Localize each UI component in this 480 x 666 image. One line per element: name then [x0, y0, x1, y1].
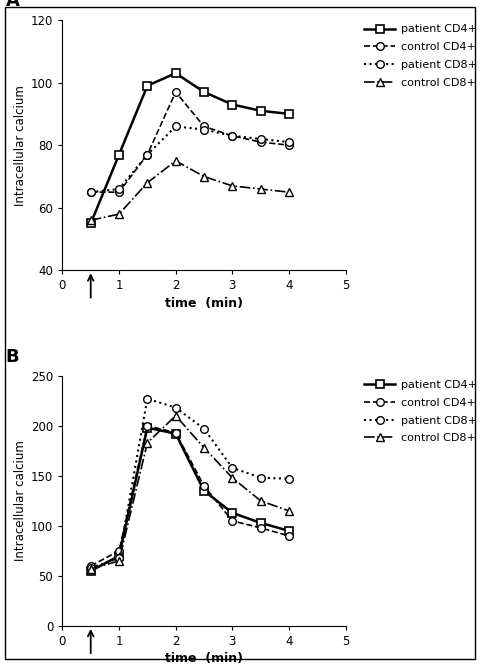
control CD4+ [173, 429, 179, 437]
control CD4+ [258, 138, 264, 146]
patient CD4+ [201, 487, 207, 495]
Line: patient CD4+: patient CD4+ [87, 69, 293, 227]
control CD8+ [201, 172, 207, 180]
control CD4+ [229, 517, 235, 525]
control CD8+ [88, 565, 94, 573]
control CD8+ [286, 188, 292, 196]
control CD8+ [173, 157, 179, 165]
Line: patient CD8+: patient CD8+ [87, 395, 293, 571]
patient CD4+ [258, 107, 264, 115]
control CD8+ [116, 210, 122, 218]
Line: patient CD8+: patient CD8+ [87, 123, 293, 196]
Legend: patient CD4+, control CD4+, patient CD8+, control CD8+: patient CD4+, control CD4+, patient CD8+… [360, 376, 480, 448]
control CD4+ [201, 482, 207, 490]
control CD4+ [229, 132, 235, 140]
patient CD8+ [116, 554, 122, 562]
control CD8+ [258, 185, 264, 193]
patient CD4+ [88, 567, 94, 575]
patient CD4+ [173, 430, 179, 438]
patient CD4+ [286, 110, 292, 118]
patient CD4+ [258, 519, 264, 527]
control CD4+ [88, 188, 94, 196]
patient CD8+ [173, 404, 179, 412]
control CD8+ [116, 557, 122, 565]
patient CD4+ [229, 509, 235, 517]
patient CD4+ [286, 527, 292, 535]
patient CD8+ [116, 185, 122, 193]
patient CD4+ [173, 69, 179, 77]
patient CD8+ [229, 132, 235, 140]
control CD8+ [229, 474, 235, 482]
Text: B: B [6, 348, 19, 366]
patient CD4+ [116, 552, 122, 560]
control CD4+ [88, 562, 94, 570]
Legend: patient CD4+, control CD4+, patient CD8+, control CD8+: patient CD4+, control CD4+, patient CD8+… [360, 20, 480, 92]
Line: patient CD4+: patient CD4+ [87, 424, 293, 575]
Y-axis label: Intracellular calcium: Intracellular calcium [14, 440, 27, 561]
patient CD4+ [229, 101, 235, 109]
control CD4+ [144, 151, 150, 159]
patient CD8+ [258, 135, 264, 143]
control CD8+ [286, 507, 292, 515]
control CD8+ [144, 439, 150, 447]
patient CD4+ [201, 88, 207, 96]
control CD4+ [116, 547, 122, 555]
Line: control CD4+: control CD4+ [87, 422, 293, 569]
patient CD8+ [201, 126, 207, 134]
control CD8+ [88, 216, 94, 224]
patient CD8+ [201, 425, 207, 433]
control CD4+ [173, 88, 179, 96]
Y-axis label: Intracellular calcium: Intracellular calcium [14, 85, 27, 206]
patient CD8+ [88, 188, 94, 196]
Text: A: A [6, 0, 20, 10]
control CD8+ [258, 497, 264, 505]
control CD4+ [286, 141, 292, 149]
control CD4+ [286, 532, 292, 540]
patient CD8+ [229, 464, 235, 472]
control CD4+ [144, 422, 150, 430]
X-axis label: time  (min): time (min) [165, 652, 243, 665]
patient CD8+ [286, 138, 292, 146]
control CD4+ [116, 188, 122, 196]
control CD8+ [144, 178, 150, 186]
control CD4+ [258, 524, 264, 532]
control CD4+ [201, 123, 207, 131]
Line: control CD8+: control CD8+ [87, 157, 293, 224]
control CD8+ [229, 182, 235, 190]
patient CD8+ [258, 474, 264, 482]
patient CD4+ [116, 151, 122, 159]
patient CD8+ [286, 475, 292, 483]
patient CD8+ [144, 151, 150, 159]
Line: control CD4+: control CD4+ [87, 88, 293, 196]
patient CD4+ [144, 82, 150, 90]
patient CD8+ [173, 123, 179, 131]
patient CD4+ [144, 424, 150, 432]
Line: control CD8+: control CD8+ [87, 412, 293, 573]
patient CD8+ [88, 564, 94, 572]
control CD8+ [173, 412, 179, 420]
patient CD4+ [88, 220, 94, 228]
patient CD8+ [144, 395, 150, 403]
X-axis label: time  (min): time (min) [165, 296, 243, 310]
control CD8+ [201, 444, 207, 452]
